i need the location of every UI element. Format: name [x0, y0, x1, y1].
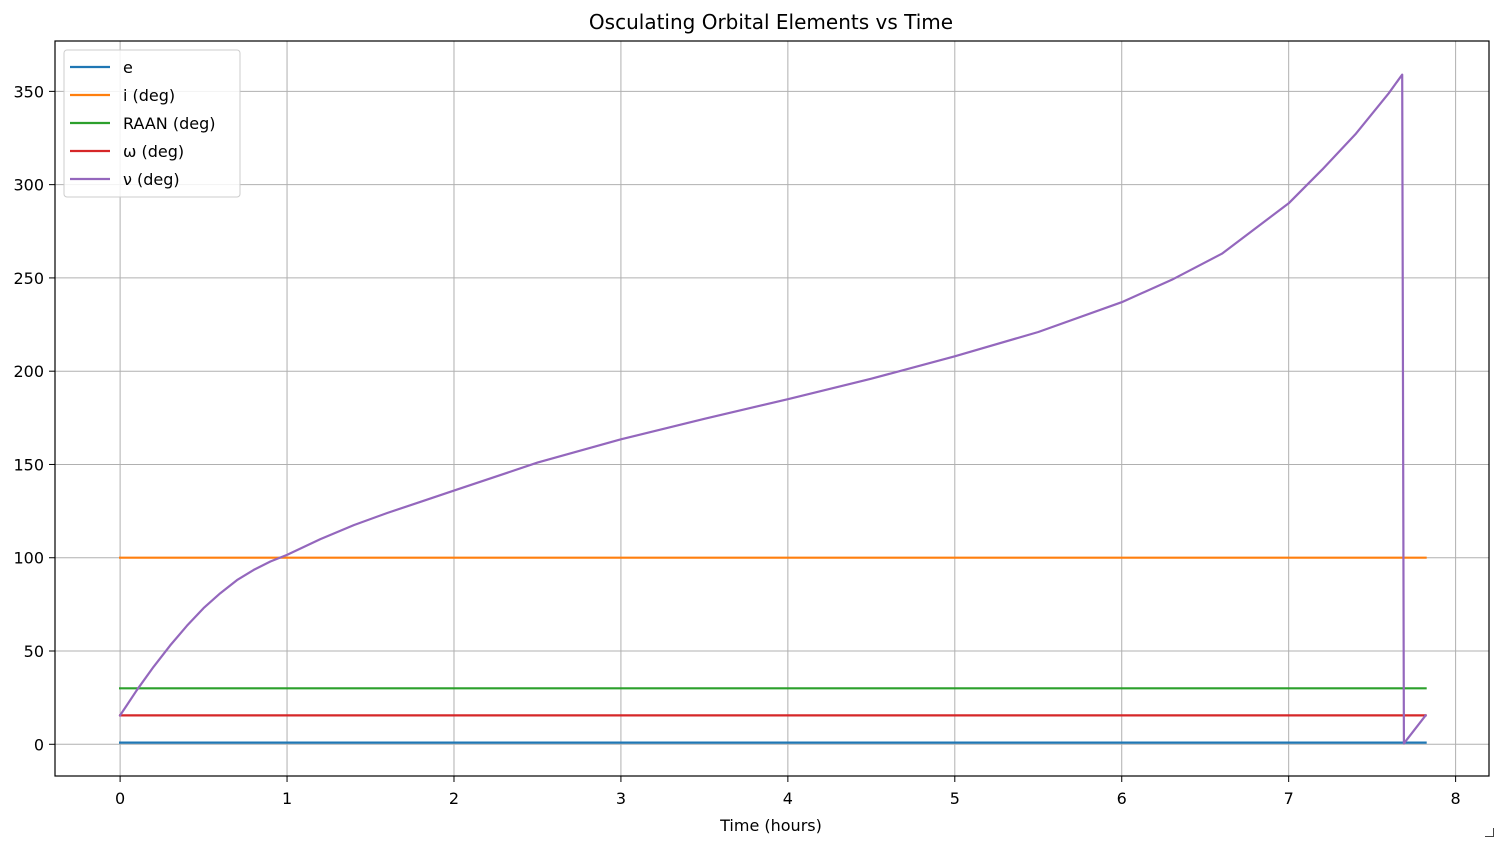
legend-label-4: ν (deg)	[123, 170, 180, 189]
axis-ticks: 0 1 2 3 4 5 6 7 8 0 50 100 150 200 250 300 350	[13, 82, 1460, 808]
y-tick-label: 150	[13, 455, 44, 474]
y-tick-label: 0	[34, 735, 44, 754]
legend-label-2: RAAN (deg)	[123, 114, 216, 133]
x-tick-label: 3	[616, 789, 626, 808]
legend: e i (deg) RAAN (deg) ω (deg) ν (deg)	[63, 49, 241, 198]
plot-frame	[54, 40, 1490, 777]
x-tick-label: 6	[1117, 789, 1127, 808]
resize-handle[interactable]	[1485, 828, 1494, 837]
grid	[55, 41, 1489, 776]
x-tick-label: 7	[1284, 789, 1294, 808]
legend-label-1: i (deg)	[123, 86, 175, 105]
series-line-4	[118, 73, 1428, 745]
x-tick-label: 0	[115, 789, 125, 808]
chart-title: Osculating Orbital Elements vs Time	[589, 10, 953, 34]
y-tick-label: 100	[13, 549, 44, 568]
series-lines	[118, 73, 1428, 745]
x-tick-label: 5	[950, 789, 960, 808]
legend-label-0: e	[123, 58, 133, 77]
legend-frame	[63, 49, 241, 198]
y-tick-label: 50	[24, 642, 44, 661]
legend-label-3: ω (deg)	[123, 142, 184, 161]
y-tick-label: 300	[13, 176, 44, 195]
y-tick-label: 200	[13, 362, 44, 381]
x-tick-label: 4	[783, 789, 793, 808]
x-tick-label: 1	[282, 789, 292, 808]
y-tick-label: 250	[13, 269, 44, 288]
x-axis-label: Time (hours)	[719, 816, 822, 835]
x-tick-label: 2	[449, 789, 459, 808]
x-tick-label: 8	[1451, 789, 1461, 808]
y-tick-label: 350	[13, 82, 44, 101]
